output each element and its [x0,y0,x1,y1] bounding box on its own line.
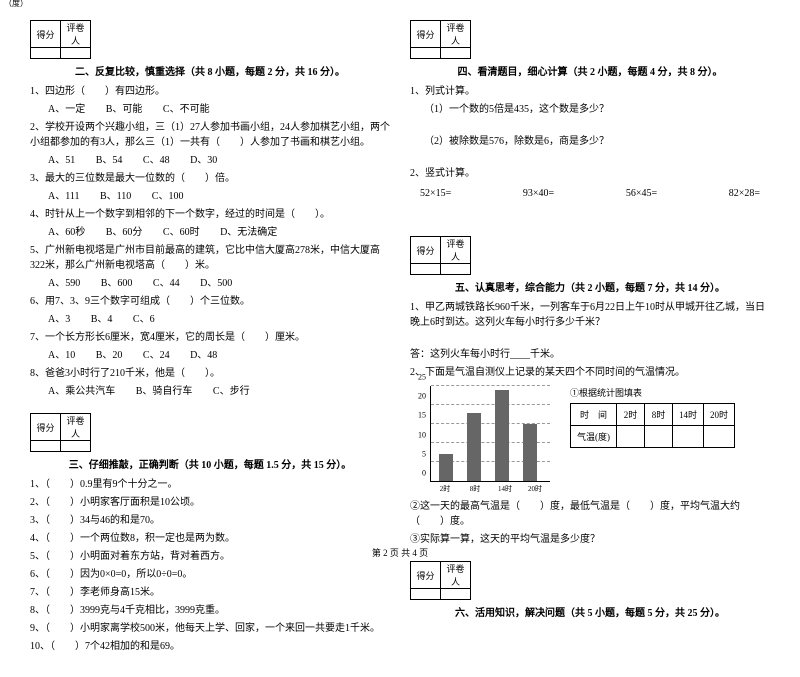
section-6-title: 六、活用知识，解决问题（共 5 小题，每题 5 分，共 25 分）。 [410,604,770,619]
q5-sub2: ②这一天的最高气温是（ ）度，最低气温是（ ）度，平均气温大约（ ）度。 [410,499,770,529]
q3-1: 1、（ ）0.9里有9个十分之一。 [30,477,390,492]
q4-1: 1、列式计算。 [410,84,770,99]
section-2-title: 二、反复比较，慎重选择（共 8 小题，每题 2 分，共 16 分）。 [30,63,390,78]
q2-8-opts: A、乘公共汽车 B、骑自行车 C、步行 [30,384,390,399]
chart-area: （度） 0 5 10 15 20 25 [410,386,770,496]
q4-2: 2、竖式计算。 [410,166,770,181]
bar-14h [495,390,509,481]
section-3-title: 三、仔细推敲，正确判断（共 10 小题，每题 1.5 分，共 15 分）。 [30,456,390,471]
q2-3: 3、最大的三位数是最大一位数的（ ）倍。 [30,171,390,186]
bar-2h [439,454,453,481]
x-axis-labels: 2时 8时 14时 20时 [430,484,550,496]
q2-3-opts: A、111 B、110 C、100 [30,189,390,204]
section-5-title: 五、认真思考，综合能力（共 2 小题，每题 7 分，共 14 分）。 [410,279,770,294]
q2-5: 5、广州新电视塔是广州市目前最高的建筑，它比中信大厦高278米，中信大厦高322… [30,243,390,273]
q5-ans: 答：这列火车每小时行____千米。 [410,347,770,362]
q3-10: 10、（ ）7个42相加的和是69。 [30,639,390,654]
section-4-title: 四、看清题目，细心计算（共 2 小题，每题 4 分，共 8 分）。 [410,63,770,78]
calc-c: 56×45= [626,188,657,199]
q2-2-opts: A、51 B、54 C、48 D、30 [30,153,390,168]
q2-5-opts: A、590 B、600 C、44 D、500 [30,276,390,291]
page-footer: 第 2 页 共 4 页 [0,546,800,559]
score-box-4: 得分评卷人 [410,20,471,59]
q3-2: 2、（ ）小明家客厅面积是10公顷。 [30,495,390,510]
th-8: 8时 [645,404,673,426]
score-box-5: 得分评卷人 [410,236,471,275]
q2-1-opts: A、一定 B、可能 C、不可能 [30,102,390,117]
q2-7-opts: A、10 B、20 C、24 D、48 [30,348,390,363]
q5-1: 1、甲乙两城铁路长960千米，一列客车于6月22日上午10时从甲城开往乙城，当日… [410,300,770,330]
calc-row: 52×15= 93×40= 56×45= 82×28= [410,184,770,203]
q2-7: 7、一个长方形长6厘米，宽4厘米，它的周长是（ ）厘米。 [30,330,390,345]
score-box-6: 得分评卷人 [410,561,471,600]
score-box-2: 得分评卷人 [30,20,91,59]
y-axis: 0 5 10 15 20 25 [410,386,428,482]
th-time: 时 间 [571,404,617,426]
q3-4: 4、（ ）一个两位数8，积一定也是两为数。 [30,531,390,546]
q2-8: 8、爸爸3小时行了210千米，他是（ ）。 [30,366,390,381]
q3-6: 6、（ ）因为0×0=0，所以0÷0=0。 [30,567,390,582]
th-20: 20时 [704,404,735,426]
score-label: 得分 [31,21,61,48]
q3-3: 3、（ ）34与46的和是70。 [30,513,390,528]
plot-area [430,386,550,482]
q5-sub3: ③实际算一算，这天的平均气温是多少度？ [410,532,770,547]
bar-chart: 0 5 10 15 20 25 [410,386,550,496]
chart-title: ①根据统计图填表 [570,386,735,399]
chart-table-wrapper: ①根据统计图填表 时 间 2时 8时 14时 20时 气温(度) [570,386,735,448]
left-column: 得分评卷人 二、反复比较，慎重选择（共 8 小题，每题 2 分，共 16 分）。… [30,20,390,657]
y-axis-label: （度） [4,0,28,9]
q2-1: 1、四边形（ ）有四边形。 [30,84,390,99]
bar-8h [467,413,481,481]
score-box-3: 得分评卷人 [30,413,91,452]
chart-wrapper: （度） 0 5 10 15 20 25 [410,386,550,496]
temp-table: 时 间 2时 8时 14时 20时 气温(度) [570,403,735,448]
q4-1a: （1）一个数的5倍是435，这个数是多少？ [410,102,770,117]
q2-4-opts: A、60秒 B、60分 C、60时 D、无法确定 [30,225,390,240]
calc-d: 82×28= [729,188,760,199]
calc-b: 93×40= [523,188,554,199]
q2-4: 4、时针从上一个数字到相邻的下一个数字，经过的时间是（ ）。 [30,207,390,222]
q5-2: 2、下面是气温自测仪上记录的某天四个不同时间的气温情况。 [410,365,770,380]
right-column: 得分评卷人 四、看清题目，细心计算（共 2 小题，每题 4 分，共 8 分）。 … [410,20,770,657]
page-container: 得分评卷人 二、反复比较，慎重选择（共 8 小题，每题 2 分，共 16 分）。… [0,0,800,677]
q4-1b: （2）被除数是576，除数是6，商是多少？ [410,134,770,149]
q2-6-opts: A、3 B、4 C、6 [30,312,390,327]
reviewer-label: 评卷人 [61,21,91,48]
q3-8: 8、（ ）3999克与4千克相比，3999克重。 [30,603,390,618]
row-temp-label: 气温(度) [571,426,617,448]
th-14: 14时 [673,404,704,426]
q2-2: 2、学校开设两个兴趣小组，三（1）27人参加书画小组，24人参加棋艺小组，两个小… [30,120,390,150]
q3-7: 7、（ ）李老师身高15米。 [30,585,390,600]
q2-6: 6、用7、3、9三个数字可组成（ ）个三位数。 [30,294,390,309]
calc-a: 52×15= [420,188,451,199]
q3-9: 9、（ ）小明家离学校500米，他每天上学、回家，一个来回一共要走1千米。 [30,621,390,636]
bar-20h [523,424,537,481]
th-2: 2时 [617,404,645,426]
